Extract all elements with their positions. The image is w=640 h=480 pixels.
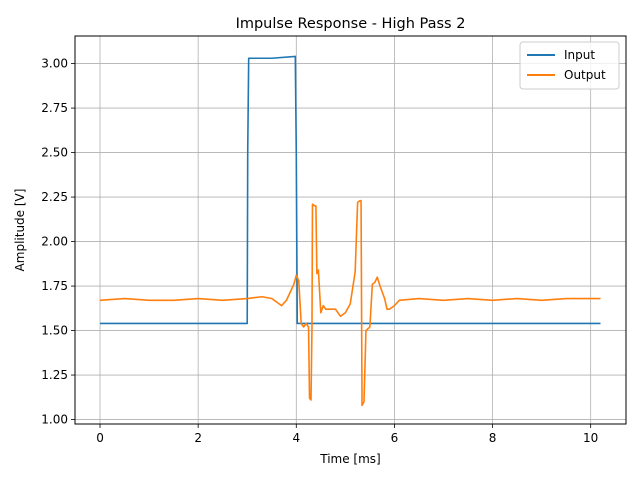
y-axis-label: Amplitude [V]: [13, 189, 27, 272]
legend: Input Output: [519, 41, 620, 90]
x-tick-label: 0: [96, 431, 104, 445]
y-tick-label: 2.50: [41, 146, 68, 160]
x-tick-label: 4: [292, 431, 300, 445]
x-tick-label: 10: [583, 431, 598, 445]
y-axis: 1.00 1.25 1.50 1.75 2.00 2.25 2.50 2.75 3.00: [41, 57, 75, 427]
legend-box: [519, 41, 620, 90]
legend-label-input: Input: [564, 48, 595, 62]
y-tick-label: 1.25: [41, 368, 68, 382]
y-tick-label: 2.00: [41, 235, 68, 249]
plot-area-background: [75, 36, 626, 424]
x-axis: 0 2 4 6 8 10: [96, 424, 598, 445]
series-line-output: [99, 199, 601, 407]
series-line-input: [100, 55, 601, 325]
plot-frame: [74, 35, 627, 425]
y-tick-label: 1.50: [41, 324, 68, 338]
x-axis-label: Time [ms]: [319, 452, 381, 466]
x-tick-label: 8: [489, 431, 497, 445]
chart-title: Impulse Response - High Pass 2: [236, 16, 466, 32]
y-tick-label: 1.75: [41, 279, 68, 293]
y-tick-label: 1.00: [41, 413, 68, 427]
legend-label-output: Output: [564, 68, 606, 82]
x-tick-label: 6: [391, 431, 399, 445]
y-tick-label: 3.00: [41, 57, 68, 71]
x-tick-label: 2: [194, 431, 202, 445]
y-tick-label: 2.75: [41, 101, 68, 115]
y-tick-label: 2.25: [41, 190, 68, 204]
plot-lines: [99, 55, 601, 407]
